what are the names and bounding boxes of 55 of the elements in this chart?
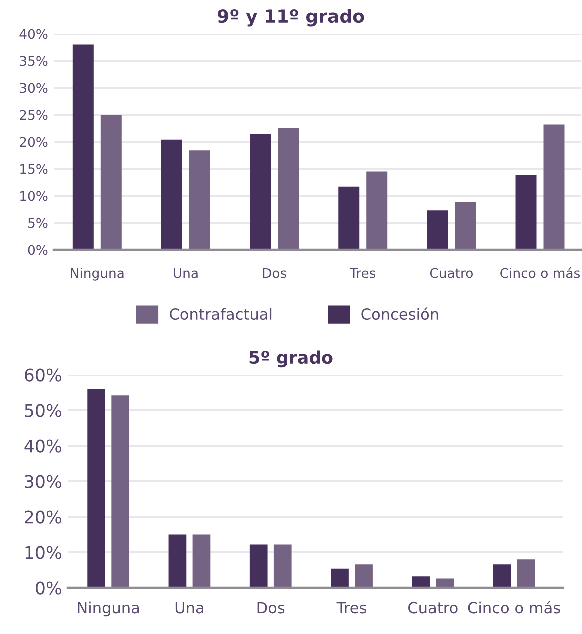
bar <box>274 544 292 588</box>
bar <box>355 564 373 588</box>
bar <box>112 396 130 588</box>
bar <box>72 44 94 250</box>
bar <box>189 150 210 250</box>
y-tick-label: 20% <box>25 510 62 524</box>
x-tick-label: Dos <box>258 602 285 614</box>
x-tick-label: Tres <box>350 268 376 278</box>
x-tick-label: Cinco o más <box>468 601 560 614</box>
y-tick-label: 30% <box>25 475 62 488</box>
bar <box>161 140 182 250</box>
legend-label: Contrafactual <box>170 308 272 320</box>
bar <box>544 124 565 250</box>
chart-title: 9º y 11º grado <box>218 9 364 27</box>
bar <box>455 202 476 250</box>
bar <box>493 564 512 588</box>
x-tick-label: Cinco o más <box>500 268 580 278</box>
y-tick-label: 10% <box>26 546 62 560</box>
bar <box>250 544 268 588</box>
bar <box>168 534 187 588</box>
x-tick-label: Una <box>176 602 204 614</box>
bar <box>250 134 272 250</box>
y-tick-label: 5% <box>28 218 48 228</box>
bar <box>517 560 536 588</box>
bar <box>88 390 106 588</box>
x-tick-label: Dos <box>263 268 286 278</box>
chart-title: 5º grado <box>250 350 333 368</box>
y-tick-label: 50% <box>25 404 62 418</box>
y-tick-label: 15% <box>20 164 48 174</box>
y-tick-label: 0% <box>36 582 62 595</box>
legend-label: Concesión <box>362 308 438 320</box>
y-tick-label: 35% <box>20 56 48 66</box>
x-tick-label: Ninguna <box>78 602 140 617</box>
bar <box>331 568 349 588</box>
x-tick-label: Cuatro <box>408 602 458 614</box>
bar <box>412 576 430 588</box>
bar <box>427 210 448 250</box>
bar <box>516 174 537 250</box>
bar <box>338 186 360 250</box>
y-tick-label: 60% <box>25 368 62 382</box>
y-tick-label: 10% <box>20 191 48 202</box>
y-tick-label: 20% <box>20 137 48 148</box>
y-tick-label: 0% <box>28 245 48 256</box>
bar <box>100 115 122 250</box>
bar <box>366 172 388 250</box>
x-tick-label: Tres <box>336 602 366 614</box>
x-tick-label: Una <box>174 268 198 278</box>
y-tick-label: 40% <box>20 29 48 40</box>
bar <box>192 534 211 588</box>
x-tick-label: Cuatro <box>430 268 473 278</box>
y-tick-label: 40% <box>24 440 62 453</box>
y-tick-label: 30% <box>20 83 48 94</box>
bar <box>278 128 300 250</box>
x-tick-label: Ninguna <box>71 268 124 281</box>
y-tick-label: 25% <box>20 110 48 120</box>
